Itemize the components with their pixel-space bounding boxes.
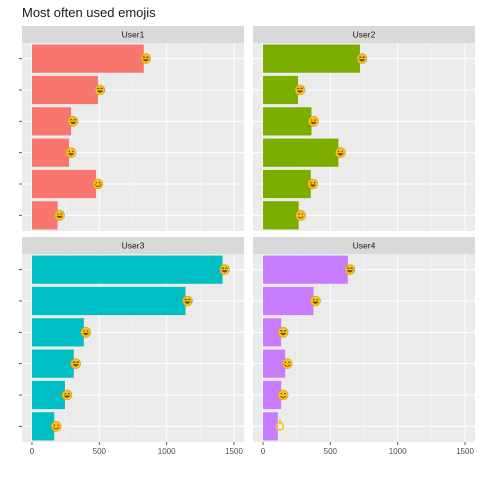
x-tick-label: 1000 [389,447,407,456]
x-tick-label: 500 [324,447,338,456]
bar-user4-3 [263,318,282,347]
bar-user1-5 [32,169,96,199]
bar-user2-2 [263,75,299,105]
sweat-smile-icon [61,389,73,401]
x-tick-label: 1500 [456,447,474,456]
x-tick-label: 1500 [225,447,243,456]
grin-icon [310,295,321,307]
wink-icon [308,116,319,127]
x-tick-label: 0 [30,447,35,456]
bar-user1-3 [32,107,72,136]
bar-user3-6 [32,412,55,441]
smile-icon [295,210,306,221]
bar-user2-5 [263,169,311,199]
bar-user1-1 [32,44,144,73]
grin-icon [335,147,346,158]
bar-user3-3 [32,318,84,347]
grin-sweat-icon [294,84,306,96]
facet-strip [253,237,475,254]
facet-strip [22,237,244,254]
facet-strip-label: User1 [122,30,145,40]
bar-user3-4 [32,349,74,378]
bar-user4-4 [263,349,286,378]
blush-icon [92,178,104,190]
bar-user4-1 [263,255,348,284]
x-tick-label: 1000 [158,447,176,456]
chart-title: Most often used emojis [22,5,156,20]
sweat-smile-icon [307,178,319,190]
facet-user3: User3 0 500 1000 1500 [19,237,244,456]
bar-user1-4 [32,138,70,167]
smile-icon [277,389,289,401]
bar-user3-2 [32,286,186,316]
bar-user1-2 [32,75,98,105]
blush-icon [281,358,293,369]
x-tick-label: 500 [93,447,107,456]
facet-strip [253,26,475,43]
bar-user2-1 [263,44,360,73]
bar-user3-1 [32,255,223,284]
grin-icon [80,327,92,338]
bar-user1-6 [32,201,58,230]
bar-user2-3 [263,107,312,136]
facet-strip-label: User3 [122,241,145,251]
blush-icon [50,421,62,432]
ok-hand-icon [275,419,285,431]
rofl-icon [219,264,230,275]
facet-strip-label: User4 [353,241,376,251]
sweat-smile-icon [54,210,65,221]
facet-panels: User1 User2 User3 0 500 1000 1500 User4 0 500 1000… [19,26,475,456]
grin-sweat-icon [67,116,79,127]
bar-user4-2 [263,286,314,316]
facet-user4: User4 0 500 1000 1500 [253,237,475,456]
joy-icon [344,264,356,275]
grin-icon [65,147,77,158]
grin-sweat-icon [277,327,289,338]
joy-icon [94,84,106,96]
joy-icon [182,295,193,307]
bar-user2-4 [263,138,339,167]
facet-strip-label: User2 [353,30,376,40]
rofl-icon [140,53,152,64]
bar-user2-6 [263,201,299,230]
grin-sweat-icon [70,358,82,369]
facet-user1: User1 [19,26,244,231]
facet-strip [22,26,244,43]
bar-user4-6 [263,412,278,441]
facet-user2: User2 [253,26,475,231]
joy-icon [356,53,368,64]
bar-user3-5 [32,380,65,410]
x-tick-label: 0 [261,447,266,456]
bar-user4-5 [263,380,282,410]
